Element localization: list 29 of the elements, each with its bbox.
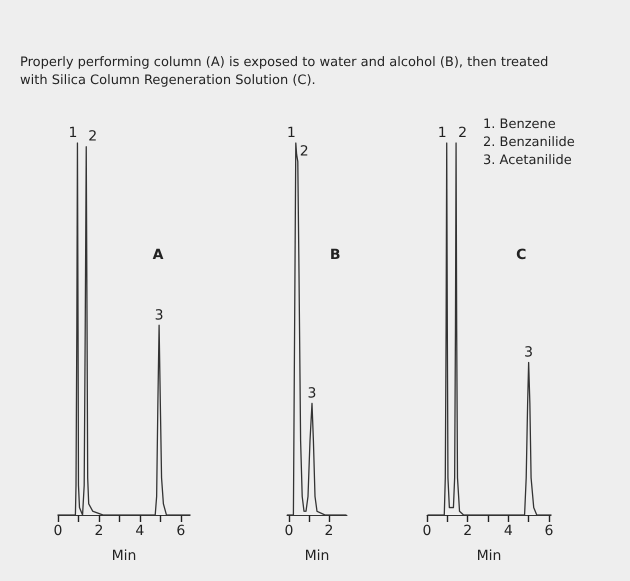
x-tick-label: 6 (544, 523, 554, 539)
annotation: 3 (308, 385, 316, 402)
x-axis-title: Min (476, 548, 502, 564)
text: Properly performing column (A) is exposed to water and alcohol (B), then treated with Silica Column Regeneration Solution (C). (20, 54, 550, 90)
x-tick-label: 0 (54, 523, 62, 539)
x-tick-label: 0 (284, 523, 294, 539)
annotation: 1 (438, 125, 447, 141)
x-tick-label: 4 (504, 523, 513, 539)
text: A (152, 247, 164, 263)
x-tick-label: 2 (94, 523, 104, 539)
annotation: 1 (286, 125, 296, 141)
text: B (330, 247, 341, 263)
annotation: 1 (68, 125, 78, 141)
annotation: 2 (458, 125, 467, 141)
x-tick-label: 4 (135, 523, 144, 539)
annotation: 3 (154, 307, 164, 324)
x-tick-label: 6 (176, 523, 186, 539)
x-tick-label: 2 (324, 523, 334, 539)
annotation: 3 (524, 344, 534, 360)
annotation: 2 (88, 128, 98, 145)
x-axis-title: Min (112, 548, 136, 564)
annotation: 2. Benzanilide (483, 134, 575, 152)
annotation: 2 (300, 144, 309, 160)
x-axis-title: Min (304, 548, 330, 564)
text: C (516, 247, 526, 263)
text: 1. Benzene (483, 116, 557, 134)
x-tick-label: 0 (422, 523, 432, 539)
annotation: 3. Acetanilide (483, 152, 573, 170)
x-tick-label: 2 (463, 523, 472, 539)
